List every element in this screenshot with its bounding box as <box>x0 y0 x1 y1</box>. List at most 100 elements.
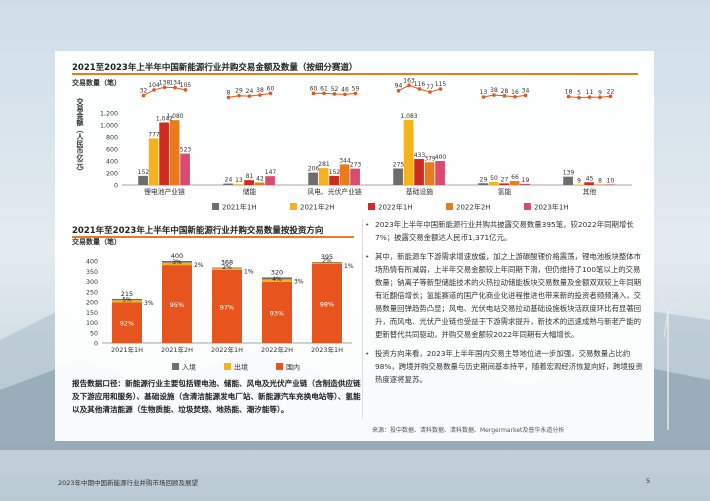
footer-title: 2023年中期中国新能源行业并购市场回顾及展望 <box>58 479 199 487</box>
count-label: 5 <box>577 90 581 97</box>
bar <box>563 176 573 185</box>
legend-swatch <box>446 203 453 210</box>
y-tick-label: 200 <box>86 300 98 307</box>
y-axis-label: 交易数量（笔） <box>72 238 121 246</box>
pct-label-outbound: 2% <box>222 264 232 271</box>
bar-value-label: 45 <box>586 175 594 182</box>
bar <box>520 183 530 185</box>
y-tick-label: 1,000 <box>100 123 118 130</box>
count-point <box>226 95 231 100</box>
count-point <box>407 83 411 88</box>
count-point <box>343 92 347 97</box>
category-label: 2022年2H <box>261 345 293 354</box>
count-point <box>502 94 507 98</box>
count-point <box>268 91 273 96</box>
bar-inbound <box>262 277 292 280</box>
bar <box>223 183 233 185</box>
count-point <box>258 93 262 97</box>
bar-value-label: 206 <box>308 166 320 173</box>
legend-label: 2022年2H <box>456 203 491 212</box>
bottom-chart-title: 2021年至2023年上半年中国新能源行业并购交易数量按投资方向 <box>72 226 324 236</box>
bullet-list: 2023年上半年中国新能源行业并购共披露交易数量395笔，较2022年同期增长7… <box>365 218 647 392</box>
bar <box>414 159 424 185</box>
legend-swatch <box>524 203 531 210</box>
bullet-item: 其中，新能源车下游需求增速放缓，加之上游碳酸锂价格震荡，锂电池板块整体市场热情有… <box>365 250 647 341</box>
category-label: 其他 <box>583 187 597 196</box>
bar-outbound <box>162 262 192 266</box>
count-label: 94 <box>395 83 403 90</box>
count-label: 134 <box>169 80 181 87</box>
category-label: 储能 <box>243 187 257 196</box>
count-point <box>141 93 146 98</box>
bar <box>254 182 265 185</box>
count-label: 115 <box>435 81 447 88</box>
pct-label-inbound: 1% <box>244 269 254 276</box>
bar <box>393 168 403 185</box>
total-label: 400 <box>171 252 183 260</box>
bar-outbound <box>112 300 142 303</box>
bar-value-label: 344 <box>339 157 351 164</box>
bar <box>584 182 594 185</box>
bar-value-label: 523 <box>180 147 192 154</box>
bar-value-label: 147 <box>265 169 277 176</box>
count-point <box>417 87 422 91</box>
count-point <box>598 95 602 100</box>
bar-domestic <box>162 265 192 343</box>
count-label: 163 <box>403 77 415 84</box>
bar-value-label: 1,083 <box>400 113 417 120</box>
count-point <box>237 93 241 98</box>
category-label: 2021年1H <box>111 345 143 354</box>
pct-label-inbound: 2% <box>194 262 204 269</box>
count-label: 11 <box>586 89 594 96</box>
count-label: 116 <box>414 81 426 88</box>
count-label: 18 <box>565 89 573 96</box>
bar-value-label: 777 <box>148 131 160 138</box>
count-point <box>428 90 432 94</box>
category-label: 氢能 <box>498 187 512 196</box>
legend-label: 出境 <box>234 363 248 372</box>
count-point <box>587 95 592 99</box>
bar-value-label: 29 <box>480 176 488 183</box>
bar <box>573 184 584 185</box>
count-label: 52 <box>331 86 339 93</box>
bar <box>180 153 190 185</box>
bar-value-label: 139 <box>563 170 575 177</box>
count-label: 138 <box>159 79 171 86</box>
count-label: 61 <box>320 85 328 92</box>
count-label: 13 <box>480 89 488 96</box>
count-point <box>353 91 358 96</box>
count-label: 22 <box>607 88 615 95</box>
y-tick-label: 100 <box>86 320 98 327</box>
category-label: 2021年2H <box>161 345 193 354</box>
bar-value-label: 275 <box>393 162 405 169</box>
count-point <box>311 91 316 96</box>
count-point <box>513 94 517 99</box>
top-chart-title: 2021至2023年上半年中国新能源行业并购交易金额及数量（按细分赛道） <box>72 63 358 73</box>
bar-value-label: 152 <box>329 169 341 176</box>
bar <box>308 172 318 185</box>
count-point <box>492 93 496 97</box>
bar <box>265 176 275 185</box>
bar <box>318 168 329 185</box>
count-point <box>247 94 252 98</box>
count-point <box>173 85 177 90</box>
y-tick-label: 150 <box>86 310 98 317</box>
count-label: 16 <box>511 89 519 96</box>
total-label: 320 <box>271 268 283 276</box>
page-number: 5 <box>646 477 651 485</box>
bar-value-label: 81 <box>246 173 254 180</box>
bar <box>169 120 180 185</box>
count-point <box>332 92 337 96</box>
bar-domestic <box>212 269 242 343</box>
pct-label-outbound: 3% <box>172 259 182 266</box>
count-point <box>322 91 326 96</box>
y-tick-label: 50 <box>90 330 98 337</box>
pct-label-outbound: 2% <box>322 258 332 265</box>
legend-swatch <box>212 203 219 210</box>
count-point <box>183 88 188 92</box>
legend-label: 2022年1H <box>378 203 413 212</box>
bar-domestic <box>312 263 342 343</box>
pct-label-inbound: 3% <box>144 300 154 307</box>
count-axis-label: 交易数量（笔） <box>72 78 121 87</box>
y-tick-label: 600 <box>106 147 118 154</box>
